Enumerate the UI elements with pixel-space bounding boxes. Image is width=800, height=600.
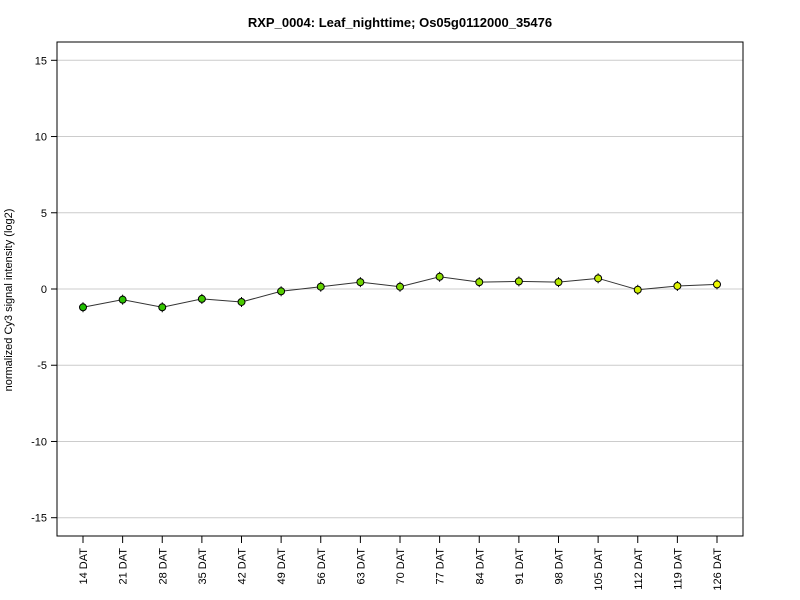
data-point <box>158 303 167 312</box>
data-point <box>197 294 206 303</box>
x-tick-label: 21 DAT <box>118 548 130 585</box>
x-tick-label: 63 DAT <box>355 548 367 585</box>
x-tick-label: 105 DAT <box>593 548 605 591</box>
x-tick-label: 35 DAT <box>197 548 209 585</box>
data-point <box>435 272 444 281</box>
data-point <box>475 278 484 287</box>
data-point <box>277 287 286 296</box>
y-tick-label: -5 <box>37 360 47 372</box>
y-tick-label: 5 <box>41 208 47 220</box>
x-tick-label: 119 DAT <box>672 548 684 590</box>
data-point <box>713 280 721 289</box>
data-point <box>554 278 563 287</box>
x-tick-label: 91 DAT <box>514 548 526 585</box>
x-tick-label: 98 DAT <box>554 548 566 585</box>
y-axis-label: normalized Cy3 signal intensity (log2) <box>3 209 15 392</box>
x-tick-label: 77 DAT <box>435 548 447 585</box>
data-point <box>356 278 365 287</box>
y-tick-label: -15 <box>31 513 47 525</box>
y-tick-label: -10 <box>31 436 47 448</box>
data-point <box>633 285 642 294</box>
x-tick-label: 126 DAT <box>712 548 724 591</box>
x-tick-label: 14 DAT <box>78 548 90 585</box>
y-tick-label: 0 <box>41 284 47 296</box>
x-tick-label: 112 DAT <box>633 548 645 590</box>
data-point <box>396 282 404 291</box>
data-point <box>237 297 246 306</box>
data-point <box>594 274 603 283</box>
data-point <box>316 282 325 291</box>
y-tick-label: 10 <box>35 132 47 144</box>
x-tick-label: 84 DAT <box>474 548 486 585</box>
x-tick-label: 49 DAT <box>276 548 288 585</box>
x-tick-label: 56 DAT <box>316 548 328 585</box>
data-point <box>673 281 682 290</box>
x-tick-label: 28 DAT <box>157 548 169 585</box>
data-point <box>514 277 523 286</box>
y-axis: -15 -10 -5 0 5 10 15 <box>31 55 57 525</box>
data-point <box>79 303 87 312</box>
series-polyline <box>82 276 718 308</box>
grid-lines <box>57 59 743 519</box>
y-tick-label: 15 <box>35 55 47 67</box>
x-tick-label: 70 DAT <box>395 548 407 585</box>
x-axis: 14 DAT 21 DAT 28 DAT 35 DAT 42 DAT 49 DAT 56 D… <box>78 535 724 591</box>
x-tick-label: 42 DAT <box>237 548 249 585</box>
data-point <box>118 295 127 304</box>
chart-title: RXP_0004: Leaf_nighttime; Os05g0112000_3… <box>248 15 552 30</box>
series-line <box>79 271 721 313</box>
